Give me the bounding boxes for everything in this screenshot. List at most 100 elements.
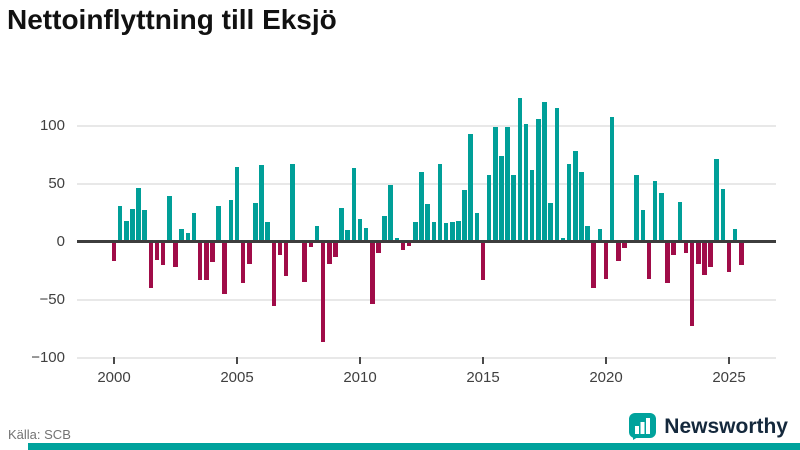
data-bar bbox=[154, 241, 160, 261]
x-axis-tick bbox=[113, 357, 115, 364]
y-axis-tick-label: 0 bbox=[56, 232, 65, 250]
newsworthy-wordmark: Newsworthy bbox=[664, 414, 788, 438]
y-gridline bbox=[77, 356, 776, 359]
data-bar bbox=[130, 209, 135, 242]
data-bar bbox=[548, 203, 553, 242]
data-bar bbox=[634, 175, 640, 242]
data-bar bbox=[357, 219, 363, 242]
data-bar bbox=[560, 238, 566, 242]
data-bar bbox=[351, 168, 357, 242]
data-bar bbox=[579, 171, 584, 242]
x-axis-tick bbox=[236, 357, 238, 364]
y-gridline bbox=[77, 124, 776, 127]
data-bar bbox=[480, 241, 486, 280]
data-bar bbox=[406, 241, 412, 247]
data-bar bbox=[173, 241, 178, 268]
data-bar bbox=[493, 126, 498, 242]
y-gridline bbox=[77, 298, 776, 301]
data-bar bbox=[665, 241, 670, 284]
data-bar bbox=[536, 118, 541, 242]
data-bar bbox=[124, 220, 129, 242]
data-bar bbox=[253, 203, 258, 242]
data-bar bbox=[259, 164, 264, 242]
bar-chart-plot: −100 −50 0 50 100 2000 2005 2010 2015 2020 2025 bbox=[31, 97, 776, 386]
data-bar bbox=[616, 241, 621, 262]
data-bar bbox=[449, 221, 455, 242]
data-bar bbox=[523, 124, 529, 242]
source-label: Källa: SCB bbox=[8, 427, 71, 442]
data-bar bbox=[160, 241, 166, 265]
x-axis-tick-label: 2010 bbox=[343, 369, 377, 386]
data-bar bbox=[659, 192, 664, 242]
data-bar bbox=[228, 199, 234, 242]
data-bar bbox=[326, 241, 332, 264]
data-bar bbox=[388, 184, 394, 242]
data-bar bbox=[511, 175, 517, 242]
data-bar bbox=[339, 207, 344, 242]
data-bar bbox=[277, 241, 283, 256]
data-bar bbox=[111, 241, 117, 262]
data-bar bbox=[474, 212, 480, 242]
data-bar bbox=[413, 221, 418, 242]
data-bar bbox=[542, 102, 547, 242]
data-bar bbox=[554, 108, 560, 242]
data-bar bbox=[425, 204, 430, 242]
data-bar bbox=[142, 210, 148, 242]
data-bar bbox=[271, 241, 277, 307]
x-axis-tick bbox=[728, 357, 730, 364]
data-bar bbox=[210, 241, 215, 263]
data-bar bbox=[468, 133, 473, 242]
newsworthy-logo: Newsworthy bbox=[629, 413, 788, 440]
data-bar bbox=[708, 241, 713, 268]
data-bar bbox=[203, 241, 209, 280]
data-bar bbox=[240, 241, 246, 284]
data-bar bbox=[376, 241, 381, 254]
x-axis-tick-label: 2025 bbox=[712, 369, 746, 386]
newsworthy-logo-icon bbox=[629, 413, 657, 440]
data-bar bbox=[148, 241, 154, 288]
data-bar bbox=[462, 190, 467, 242]
data-bar bbox=[726, 241, 732, 272]
data-bar bbox=[443, 222, 449, 242]
x-axis-tick-label: 2020 bbox=[589, 369, 623, 386]
x-axis-tick bbox=[482, 357, 484, 364]
data-bar bbox=[167, 196, 172, 242]
chart-title: Nettoinflyttning till Eksjö bbox=[7, 4, 337, 35]
data-bar bbox=[216, 205, 221, 242]
data-bar bbox=[136, 188, 141, 242]
data-bar bbox=[677, 202, 683, 242]
data-bar bbox=[431, 221, 437, 242]
y-axis-tick-label: −100 bbox=[31, 348, 65, 366]
data-bar bbox=[197, 241, 203, 280]
data-bar bbox=[720, 189, 726, 242]
data-bar bbox=[566, 163, 572, 242]
data-bar bbox=[572, 151, 578, 242]
data-bar bbox=[689, 241, 695, 327]
x-axis-tick-label: 2000 bbox=[97, 369, 131, 386]
data-bar bbox=[314, 226, 320, 242]
y-gridline bbox=[77, 182, 776, 185]
data-bar bbox=[333, 241, 338, 257]
data-bar bbox=[591, 241, 596, 288]
data-bar bbox=[640, 210, 646, 242]
data-bar bbox=[394, 238, 400, 242]
y-axis-tick-label: 100 bbox=[39, 116, 65, 134]
data-bar bbox=[308, 241, 314, 248]
y-axis-tick-label: 50 bbox=[48, 174, 65, 192]
data-bar bbox=[179, 228, 184, 242]
data-bar bbox=[370, 241, 375, 305]
data-bar bbox=[646, 241, 652, 279]
data-bar bbox=[185, 233, 191, 242]
data-bar bbox=[234, 167, 240, 242]
x-axis-tick bbox=[605, 357, 607, 364]
data-bar bbox=[265, 221, 271, 242]
zero-axis-line bbox=[77, 240, 776, 243]
data-bar bbox=[419, 171, 424, 242]
data-bar bbox=[363, 227, 369, 242]
data-bar bbox=[622, 241, 627, 249]
data-bar bbox=[739, 241, 744, 265]
data-bar bbox=[597, 228, 603, 242]
footer-accent-strip bbox=[28, 443, 800, 450]
data-bar bbox=[603, 241, 609, 279]
